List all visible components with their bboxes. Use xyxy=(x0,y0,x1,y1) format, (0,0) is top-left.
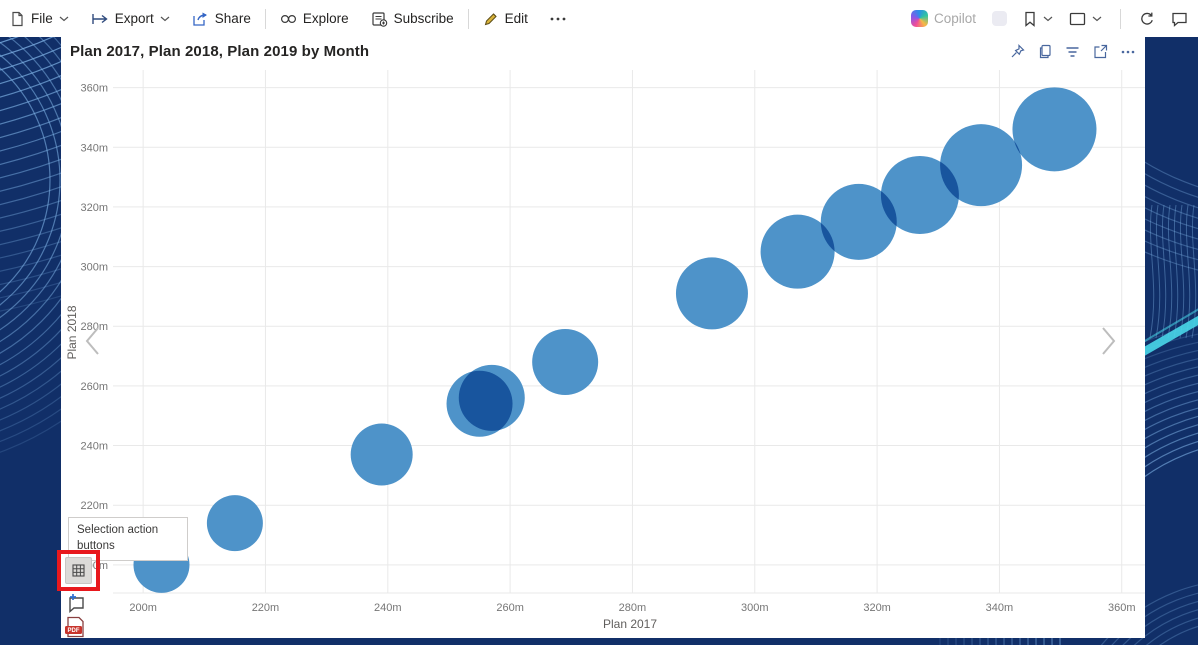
refresh-icon xyxy=(1141,12,1153,25)
add-comment-icon xyxy=(69,594,84,614)
view-button[interactable] xyxy=(1069,12,1102,26)
export-pdf-button[interactable]: PDF xyxy=(63,616,88,638)
bubble[interactable] xyxy=(760,214,835,289)
chevron-down-icon xyxy=(160,16,170,22)
view-layout-icon xyxy=(1069,12,1086,25)
visual-title: Plan 2017, Plan 2018, Plan 2019 by Month xyxy=(70,43,370,60)
share-button[interactable]: Share xyxy=(192,11,251,27)
svg-text:300m: 300m xyxy=(80,262,108,274)
scatter-chart-canvas[interactable]: 200m 220m 240m 260m 280m 300m 320m 340m 360m200m… xyxy=(61,37,1145,638)
share-icon xyxy=(193,12,207,26)
svg-text:260m: 260m xyxy=(496,602,524,614)
svg-text:360m: 360m xyxy=(80,83,108,95)
copilot-label: Copilot xyxy=(933,11,976,26)
toolbar-right-group: Copilot xyxy=(910,8,1188,29)
more-options-button[interactable] xyxy=(550,17,566,21)
comments-button[interactable] xyxy=(1171,11,1188,27)
x-axis-title: Plan 2017 xyxy=(603,617,657,631)
svg-text:340m: 340m xyxy=(986,602,1014,614)
file-menu-label: File xyxy=(31,11,53,26)
share-button-label: Share xyxy=(214,11,251,26)
bubble[interactable] xyxy=(206,495,263,552)
copilot-icon xyxy=(910,10,928,27)
bubble[interactable] xyxy=(350,423,413,486)
bookmark-icon xyxy=(1025,11,1035,27)
explore-button-label: Explore xyxy=(302,11,349,26)
more-ellipsis-icon xyxy=(550,17,566,20)
previous-page-chevron[interactable] xyxy=(84,326,101,361)
svg-text:320m: 320m xyxy=(863,602,891,614)
chevron-down-icon xyxy=(1043,16,1053,22)
toolbar-divider xyxy=(264,8,266,29)
add-comment-button[interactable] xyxy=(65,592,87,614)
toolbar-divider xyxy=(467,8,469,29)
svg-text:260m: 260m xyxy=(80,381,108,393)
bookmarks-button[interactable] xyxy=(1023,11,1053,27)
svg-text:360m: 360m xyxy=(1108,602,1136,614)
export-arrow-icon xyxy=(92,13,108,24)
file-menu-button[interactable]: File xyxy=(10,11,69,27)
pdf-icon: PDF xyxy=(65,616,84,638)
edit-button-label: Edit xyxy=(504,11,528,26)
comment-icon xyxy=(1172,12,1187,27)
pin-visual-button[interactable] xyxy=(1010,44,1025,59)
visual-more-options-button[interactable] xyxy=(1121,50,1135,54)
focus-mode-button[interactable] xyxy=(1093,44,1108,59)
bubble[interactable] xyxy=(458,364,525,431)
svg-text:240m: 240m xyxy=(80,441,108,453)
bubble[interactable] xyxy=(880,155,959,234)
file-icon xyxy=(12,11,23,26)
next-page-chevron[interactable] xyxy=(1100,326,1117,361)
svg-text:200m: 200m xyxy=(129,602,157,614)
grid-icon xyxy=(72,564,85,577)
visual-header-icons xyxy=(1010,44,1135,59)
export-menu-button[interactable]: Export xyxy=(91,11,170,26)
subscribe-button[interactable]: Subscribe xyxy=(371,11,454,27)
svg-text:220m: 220m xyxy=(80,500,108,512)
export-menu-label: Export xyxy=(114,11,154,26)
copilot-button[interactable]: Copilot xyxy=(910,10,976,27)
edit-pencil-icon xyxy=(484,12,497,25)
selection-highlight-annotation xyxy=(57,550,100,591)
bubble[interactable] xyxy=(1012,87,1097,172)
explore-icon xyxy=(280,14,296,23)
subscribe-icon xyxy=(372,11,387,27)
subscribe-button-label: Subscribe xyxy=(393,11,454,26)
svg-text:280m: 280m xyxy=(80,321,108,333)
bubble[interactable] xyxy=(820,183,897,260)
chevron-down-icon xyxy=(1092,16,1102,22)
svg-text:320m: 320m xyxy=(80,202,108,214)
disabled-sparkle-icon xyxy=(992,11,1007,26)
svg-text:240m: 240m xyxy=(374,602,402,614)
bubble[interactable] xyxy=(675,257,748,330)
svg-text:340m: 340m xyxy=(80,142,108,154)
selection-grid-button[interactable] xyxy=(65,557,92,584)
explore-button[interactable]: Explore xyxy=(280,11,349,26)
toolbar-divider xyxy=(1120,8,1121,29)
refresh-button[interactable] xyxy=(1139,11,1155,27)
svg-text:280m: 280m xyxy=(619,602,647,614)
top-toolbar: File Export Share Explore Subscribe Edit xyxy=(0,0,1198,37)
y-axis-title: Plan 2018 xyxy=(65,305,79,359)
svg-text:PDF: PDF xyxy=(68,628,80,634)
svg-text:220m: 220m xyxy=(252,602,280,614)
edit-button[interactable]: Edit xyxy=(483,11,528,27)
bubble[interactable] xyxy=(940,124,1023,207)
copy-visual-button[interactable] xyxy=(1038,44,1052,59)
svg-text:300m: 300m xyxy=(741,602,769,614)
chevron-down-icon xyxy=(59,16,69,22)
bubble[interactable] xyxy=(532,329,599,396)
filters-button[interactable] xyxy=(1065,46,1080,58)
